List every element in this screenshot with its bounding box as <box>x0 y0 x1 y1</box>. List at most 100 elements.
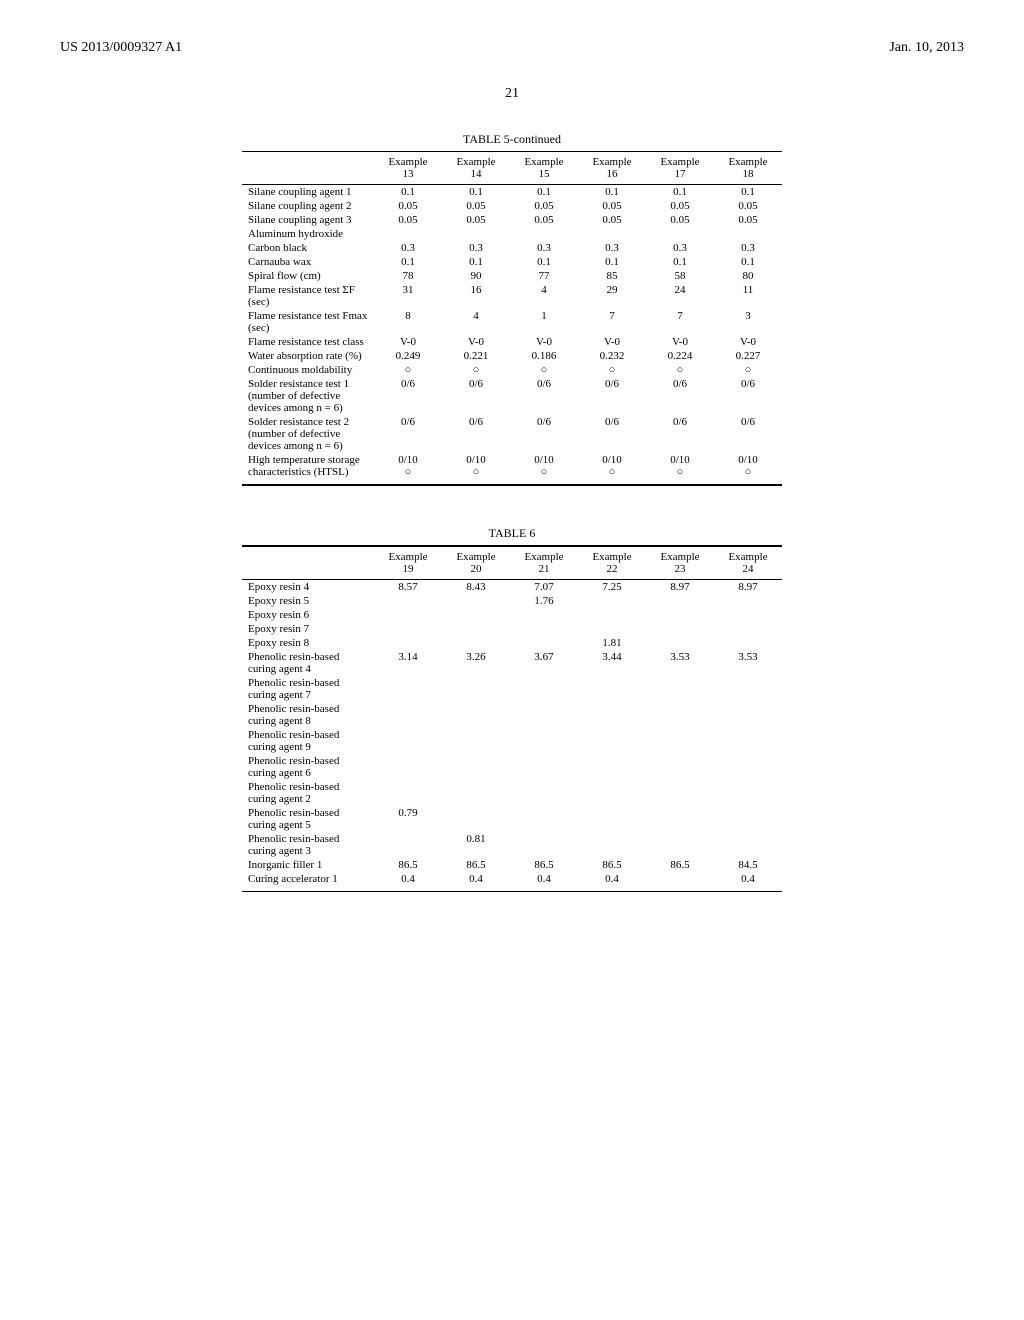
cell-value: 0/10○ <box>578 453 646 485</box>
cell-value: 0.3 <box>442 241 510 255</box>
table-row: Phenolic resin-based curing agent 2 <box>242 780 782 806</box>
cell-value <box>442 636 510 650</box>
cell-value <box>714 608 782 622</box>
cell-value <box>510 227 578 241</box>
row-label: Solder resistance test 2 (number of defe… <box>242 415 374 453</box>
cell-value <box>578 728 646 754</box>
row-label: Phenolic resin-based curing agent 6 <box>242 754 374 780</box>
cell-value <box>714 754 782 780</box>
cell-value: 0.4 <box>510 872 578 892</box>
cell-value <box>374 608 442 622</box>
cell-value: ○ <box>578 363 646 377</box>
cell-value: 4 <box>510 283 578 309</box>
cell-value: 8 <box>374 309 442 335</box>
table-row: Phenolic resin-based curing agent 50.79 <box>242 806 782 832</box>
row-label: Water absorption rate (%) <box>242 349 374 363</box>
cell-value: 0.05 <box>714 199 782 213</box>
row-label: Carnauba wax <box>242 255 374 269</box>
table-row: Curing accelerator 10.40.40.40.40.4 <box>242 872 782 892</box>
row-label: High temperature storage characteristics… <box>242 453 374 485</box>
cell-value <box>578 832 646 858</box>
column-header: Example13 <box>374 152 442 185</box>
cell-value: 0/6 <box>714 377 782 415</box>
row-label: Epoxy resin 7 <box>242 622 374 636</box>
row-label: Phenolic resin-based curing agent 5 <box>242 806 374 832</box>
column-header: Example22 <box>578 546 646 580</box>
cell-value: 0/10○ <box>646 453 714 485</box>
cell-value: 0/6 <box>578 377 646 415</box>
cell-value: 78 <box>374 269 442 283</box>
cell-value <box>442 806 510 832</box>
cell-value: 11 <box>714 283 782 309</box>
table-row: Continuous moldability○○○○○○ <box>242 363 782 377</box>
row-label: Silane coupling agent 2 <box>242 199 374 213</box>
row-label: Solder resistance test 1 (number of defe… <box>242 377 374 415</box>
row-label: Epoxy resin 4 <box>242 580 374 595</box>
cell-value <box>714 832 782 858</box>
row-label: Flame resistance test class <box>242 335 374 349</box>
cell-value <box>646 676 714 702</box>
cell-value: V-0 <box>510 335 578 349</box>
cell-value: 0.227 <box>714 349 782 363</box>
cell-value <box>646 780 714 806</box>
cell-value <box>374 702 442 728</box>
cell-value <box>714 780 782 806</box>
cell-value: 8.97 <box>646 580 714 595</box>
cell-value: 0/6 <box>646 415 714 453</box>
row-label: Phenolic resin-based curing agent 7 <box>242 676 374 702</box>
cell-value <box>578 594 646 608</box>
cell-value <box>374 636 442 650</box>
table-row: Carnauba wax0.10.10.10.10.10.1 <box>242 255 782 269</box>
cell-value: 0.05 <box>714 213 782 227</box>
cell-value <box>646 608 714 622</box>
row-label: Inorganic filler 1 <box>242 858 374 872</box>
cell-value: 0.05 <box>510 213 578 227</box>
column-header: Example16 <box>578 152 646 185</box>
table-row: Epoxy resin 81.81 <box>242 636 782 650</box>
cell-value: 8.97 <box>714 580 782 595</box>
cell-value <box>442 702 510 728</box>
table-row: Phenolic resin-based curing agent 43.143… <box>242 650 782 676</box>
cell-value: 0/6 <box>510 377 578 415</box>
cell-value: ○ <box>646 363 714 377</box>
cell-value: 84.5 <box>714 858 782 872</box>
cell-value <box>510 676 578 702</box>
cell-value <box>714 728 782 754</box>
cell-value: 0.232 <box>578 349 646 363</box>
cell-value: 0/6 <box>442 377 510 415</box>
column-header: Example24 <box>714 546 782 580</box>
cell-value: 85 <box>578 269 646 283</box>
column-header: Example20 <box>442 546 510 580</box>
pub-date: Jan. 10, 2013 <box>889 40 964 56</box>
column-header <box>242 546 374 580</box>
column-header: Example19 <box>374 546 442 580</box>
row-label: Carbon black <box>242 241 374 255</box>
cell-value <box>578 702 646 728</box>
cell-value: 1 <box>510 309 578 335</box>
cell-value: 1.76 <box>510 594 578 608</box>
cell-value: 0.224 <box>646 349 714 363</box>
cell-value <box>714 636 782 650</box>
cell-value <box>442 676 510 702</box>
table-5-title: TABLE 5-continued <box>242 132 782 147</box>
cell-value <box>714 594 782 608</box>
cell-value: 0.05 <box>374 213 442 227</box>
column-header: Example17 <box>646 152 714 185</box>
table-row: Epoxy resin 7 <box>242 622 782 636</box>
cell-value: 0.4 <box>442 872 510 892</box>
cell-value: 0/6 <box>714 415 782 453</box>
cell-value: 0.1 <box>646 185 714 200</box>
cell-value: 58 <box>646 269 714 283</box>
table-5: Example13Example14Example15Example16Exam… <box>242 151 782 486</box>
row-label: Spiral flow (cm) <box>242 269 374 283</box>
cell-value: 31 <box>374 283 442 309</box>
cell-value <box>442 608 510 622</box>
cell-value: 0.05 <box>374 199 442 213</box>
cell-value: 0.1 <box>442 255 510 269</box>
table-row: Silane coupling agent 10.10.10.10.10.10.… <box>242 185 782 200</box>
cell-value <box>578 780 646 806</box>
cell-value <box>442 227 510 241</box>
table-6-table: Example19Example20Example21Example22Exam… <box>242 545 782 892</box>
cell-value <box>578 622 646 636</box>
row-label: Phenolic resin-based curing agent 8 <box>242 702 374 728</box>
